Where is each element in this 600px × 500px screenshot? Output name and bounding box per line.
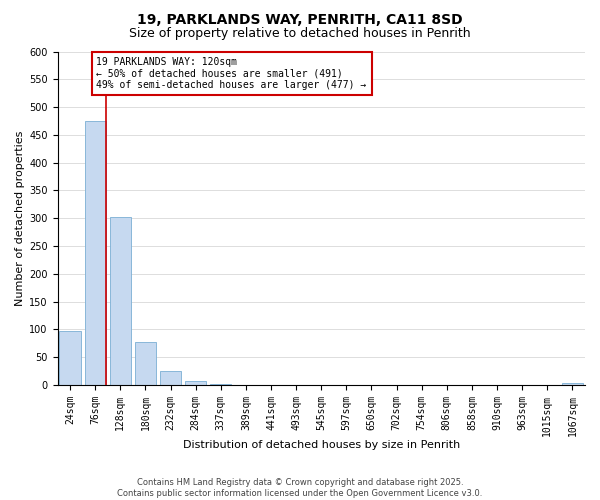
- Y-axis label: Number of detached properties: Number of detached properties: [15, 130, 25, 306]
- Bar: [59, 331, 81, 385]
- X-axis label: Distribution of detached houses by size in Penrith: Distribution of detached houses by size …: [182, 440, 460, 450]
- Text: Size of property relative to detached houses in Penrith: Size of property relative to detached ho…: [129, 28, 471, 40]
- Text: Contains HM Land Registry data © Crown copyright and database right 2025.
Contai: Contains HM Land Registry data © Crown c…: [118, 478, 482, 498]
- Bar: [110, 217, 131, 385]
- Bar: [185, 381, 206, 385]
- Text: 19, PARKLANDS WAY, PENRITH, CA11 8SD: 19, PARKLANDS WAY, PENRITH, CA11 8SD: [137, 12, 463, 26]
- Bar: [210, 384, 232, 385]
- Bar: [160, 371, 181, 385]
- Text: 19 PARKLANDS WAY: 120sqm
← 50% of detached houses are smaller (491)
49% of semi-: 19 PARKLANDS WAY: 120sqm ← 50% of detach…: [97, 57, 367, 90]
- Bar: [85, 121, 106, 385]
- Bar: [562, 384, 583, 385]
- Bar: [135, 342, 156, 385]
